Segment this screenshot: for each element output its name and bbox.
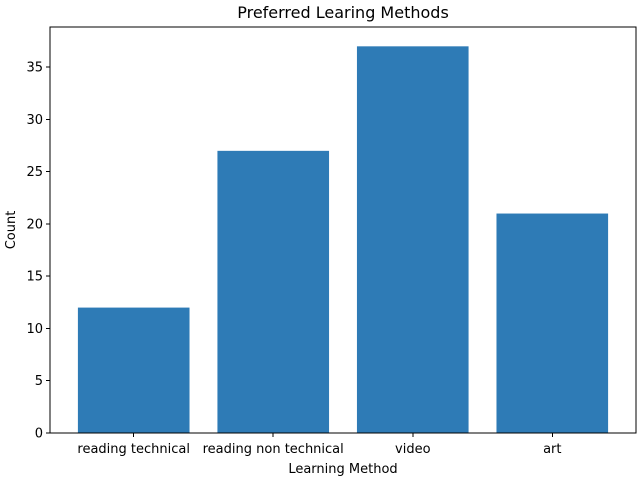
plot-area-frame	[49, 26, 637, 434]
x-tick-label: art	[543, 442, 561, 457]
bar-video	[356, 46, 469, 433]
bar-reading-non-technical	[217, 150, 330, 433]
y-tick-label: 20	[26, 218, 43, 233]
y-tick-label: 15	[26, 270, 43, 285]
y-tick-label: 35	[26, 61, 43, 76]
y-tick-label: 5	[35, 374, 43, 389]
bar-reading-technical	[77, 307, 190, 433]
y-axis-label: Count	[4, 211, 19, 250]
x-tick-label: reading technical	[77, 442, 190, 457]
y-tick-label: 10	[26, 322, 43, 337]
x-tick-label: reading non technical	[203, 442, 344, 457]
y-tick-label: 0	[35, 427, 43, 442]
bars-group	[77, 46, 609, 433]
x-axis-ticks: reading technical reading non technical vi…	[77, 433, 562, 457]
y-tick-label: 25	[26, 165, 43, 180]
x-axis-label: Learning Method	[288, 462, 397, 477]
chart-title: Preferred Learing Methods	[237, 3, 449, 22]
bar-art	[496, 213, 609, 433]
x-tick-label: video	[395, 442, 431, 457]
y-axis-ticks: 0 5 10 15 20 25 30 35	[26, 61, 50, 442]
y-tick-label: 30	[26, 113, 43, 128]
